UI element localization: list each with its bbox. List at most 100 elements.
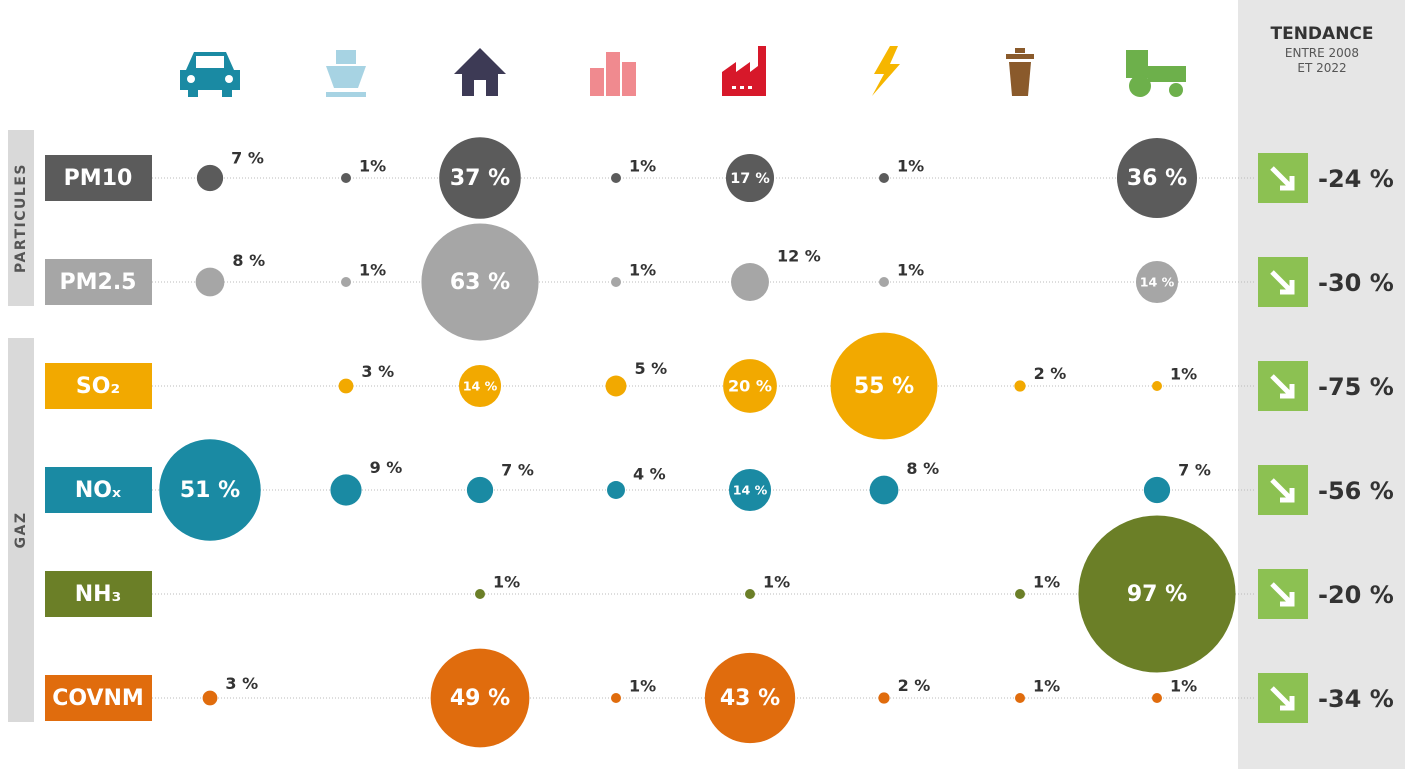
value-label: 43 % <box>720 686 780 711</box>
house-icon <box>454 48 506 96</box>
trend-value: -75 % <box>1318 373 1394 401</box>
bubble <box>1078 515 1236 673</box>
trend-subtitle: ENTRE 2008 ET 2022 <box>1284 46 1360 75</box>
row-label: NH₃ <box>75 582 121 607</box>
bubble <box>1015 693 1025 703</box>
row-label: PM2.5 <box>60 270 137 295</box>
value-label: 1% <box>1170 677 1197 696</box>
bubble <box>879 277 889 287</box>
value-label: 3 % <box>361 362 394 381</box>
energy-icon <box>872 46 900 96</box>
row-label-box <box>45 467 152 513</box>
row-label-box <box>45 675 152 721</box>
value-label: 1% <box>1170 365 1197 384</box>
tractor-icon <box>1126 50 1186 97</box>
value-label: 3 % <box>225 674 258 693</box>
value-label: 1% <box>897 261 924 280</box>
trend-arrow <box>1270 270 1295 295</box>
value-label: 1% <box>629 677 656 696</box>
trash-icon <box>1006 48 1034 96</box>
bubble <box>1015 589 1025 599</box>
value-label: 1% <box>493 573 520 592</box>
row-label: NOₓ <box>75 478 121 503</box>
value-label: 51 % <box>180 478 240 503</box>
value-label: 20 % <box>728 377 772 396</box>
value-label: 4 % <box>633 465 666 484</box>
value-label: 17 % <box>730 171 770 187</box>
trend-value: -20 % <box>1318 581 1394 609</box>
trend-arrow <box>1270 686 1295 711</box>
trend-subtitle-box: ENTRE 2008 ET 2022 <box>1284 46 1360 75</box>
value-label: 1% <box>359 157 386 176</box>
trend-title: TENDANCE <box>1270 24 1373 44</box>
value-label: 2 % <box>1034 364 1067 383</box>
car-icon <box>180 52 240 97</box>
row-label-box <box>45 363 152 409</box>
row-label-box <box>45 155 152 201</box>
bubble <box>725 153 775 203</box>
bubble <box>1135 260 1179 304</box>
bubble <box>731 263 769 301</box>
value-label: 1% <box>897 157 924 176</box>
value-label: 14 % <box>463 379 498 394</box>
bubble <box>728 468 772 512</box>
bubble <box>611 277 621 287</box>
bubble <box>878 692 890 704</box>
bubble <box>421 223 539 341</box>
value-label: 7 % <box>231 148 264 167</box>
value-label: 55 % <box>854 374 914 399</box>
value-label: 1% <box>359 261 386 280</box>
bubble <box>341 173 351 183</box>
trend-arrow <box>1270 166 1295 191</box>
bubble <box>605 375 627 397</box>
value-label: 37 % <box>450 166 510 191</box>
bubble <box>611 693 621 703</box>
value-label: 97 % <box>1127 582 1187 607</box>
trend-value: -56 % <box>1318 477 1394 505</box>
value-label: 1% <box>629 157 656 176</box>
trend-value: -34 % <box>1318 685 1394 713</box>
bubble <box>704 652 796 744</box>
value-label: 49 % <box>450 686 510 711</box>
bubble <box>338 378 354 394</box>
trend-arrow <box>1270 582 1295 607</box>
bubble <box>830 332 938 440</box>
value-label: 9 % <box>370 458 403 477</box>
factory-icon <box>722 46 766 96</box>
bubble <box>1116 137 1198 219</box>
bubble <box>475 589 485 599</box>
building-icon <box>590 52 636 96</box>
bubble <box>458 364 502 408</box>
bubble <box>723 359 777 413</box>
bubble <box>879 173 889 183</box>
bubble <box>196 164 224 192</box>
value-label: 8 % <box>906 459 939 478</box>
bubble <box>1152 693 1162 703</box>
bubble <box>202 690 218 706</box>
value-label: 8 % <box>232 251 265 270</box>
value-label: 14 % <box>733 483 768 498</box>
value-label: 36 % <box>1127 166 1187 191</box>
bubble <box>195 267 225 297</box>
group-label: PARTICULES <box>13 163 29 273</box>
value-label: 1% <box>763 573 790 592</box>
value-label: 1% <box>1033 573 1060 592</box>
row-label: PM10 <box>64 166 133 191</box>
trend-arrow <box>1270 478 1295 503</box>
bubble <box>159 439 261 541</box>
row-label: COVNM <box>52 686 144 711</box>
group-bar <box>8 338 34 722</box>
bubble <box>466 476 494 504</box>
bubble <box>439 137 521 219</box>
bubble <box>1152 381 1162 391</box>
row-label-box <box>45 571 152 617</box>
bubble <box>745 589 755 599</box>
value-label: 63 % <box>450 270 510 295</box>
trend-value: -24 % <box>1318 165 1394 193</box>
bubble <box>330 474 362 506</box>
group-bar <box>8 130 34 306</box>
bubble <box>430 648 530 748</box>
value-label: 1% <box>1033 677 1060 696</box>
